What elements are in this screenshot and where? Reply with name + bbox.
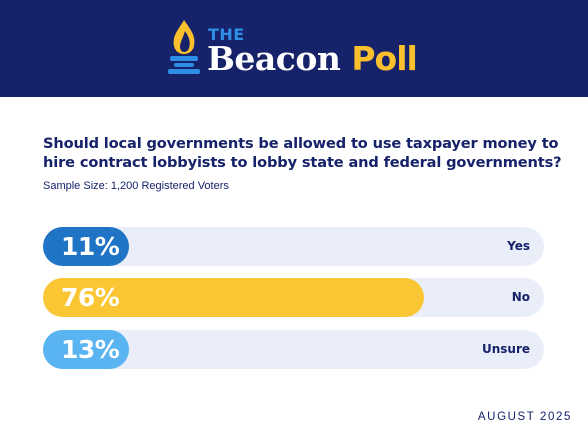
- bar-category-label: Unsure: [481, 342, 530, 356]
- poll-question: Should local governments be allowed to u…: [43, 135, 562, 171]
- poll-date: AUGUST 2025: [477, 411, 572, 423]
- bar-value-label: 11%: [61, 232, 120, 261]
- bar-unsure: 13%: [43, 330, 129, 369]
- logo-wordmark: Beacon Poll: [207, 39, 418, 78]
- bar-track-no: 76% No: [43, 278, 544, 317]
- bar-yes: 11%: [43, 227, 129, 266]
- header-banner: THE Beacon Poll: [0, 0, 588, 97]
- bar-value-label: 76%: [61, 283, 120, 312]
- logo-the: THE: [208, 25, 245, 44]
- bar-category-label: No: [511, 290, 530, 304]
- torch-icon: [168, 20, 200, 74]
- bar-category-label: Yes: [507, 239, 530, 253]
- bar-track-unsure: 13% Unsure: [43, 330, 544, 369]
- bar-no: 76%: [43, 278, 424, 317]
- bar-value-label: 13%: [61, 335, 120, 364]
- logo-beacon: Beacon: [207, 39, 341, 78]
- sample-size: Sample Size: 1,200 Registered Voters: [43, 180, 229, 192]
- logo-poll: Poll: [351, 39, 417, 78]
- bar-track-yes: 11% Yes: [43, 227, 544, 266]
